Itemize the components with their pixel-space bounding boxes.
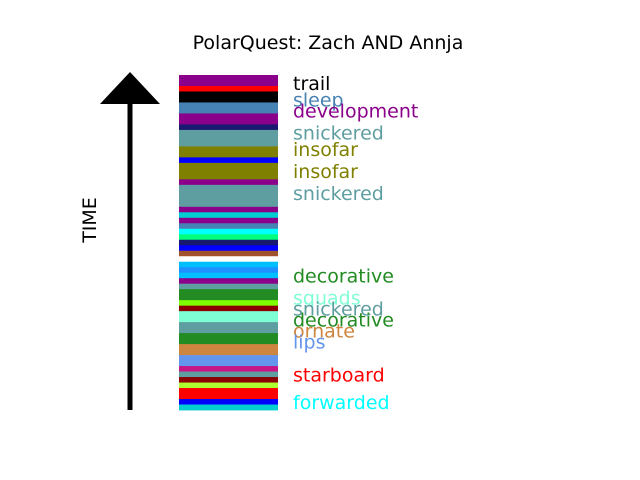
bar-segment-33 — [179, 250, 278, 257]
bar-segment-4 — [179, 91, 278, 98]
bar-segment-37 — [179, 272, 278, 279]
bar-segment-3 — [179, 85, 278, 92]
bar-segment-61 — [179, 404, 278, 411]
segment-label-4: snickered — [293, 123, 384, 145]
bar-segment-16 — [179, 157, 278, 164]
bar-segment-34 — [179, 256, 278, 263]
bar-segment-38 — [179, 278, 278, 285]
bar-segment-56 — [179, 377, 278, 383]
bar-segment-19 — [179, 173, 278, 180]
time-axis: TIME — [79, 72, 160, 410]
bar-segment-42 — [179, 300, 278, 307]
chart-title: PolarQuest: Zach AND Annja — [193, 32, 464, 54]
segment-label-3: development — [293, 101, 418, 123]
arrow-up-icon — [100, 72, 160, 104]
bar-segment-6 — [179, 102, 278, 109]
bar-segment-8 — [179, 113, 278, 120]
bar-segment-22 — [179, 190, 278, 197]
bar-segment-12 — [179, 135, 278, 142]
bar-segment-29 — [179, 228, 278, 235]
segment-label-5: insofar — [293, 139, 358, 161]
bar-segment-26 — [179, 212, 278, 219]
bar-segment-24 — [179, 201, 278, 208]
bar-segment-13 — [179, 140, 278, 147]
segment-label-15: forwarded — [293, 392, 390, 414]
bar-segment-45 — [179, 316, 278, 323]
segment-label-8: decorative — [293, 265, 394, 287]
segment-label-13: lips — [293, 331, 326, 353]
bar-segment-39 — [179, 283, 278, 290]
bar-segment-52 — [179, 355, 278, 361]
bar-segment-14 — [179, 146, 278, 153]
bar-segment-30 — [179, 234, 278, 241]
bar-segment-54 — [179, 366, 278, 372]
bar-segment-41 — [179, 294, 278, 301]
bar-segment-17 — [179, 162, 278, 169]
bar-segment-15 — [179, 151, 278, 158]
bar-segment-43 — [179, 305, 278, 312]
segment-label-7: snickered — [293, 183, 384, 205]
bar-segment-59 — [179, 393, 278, 400]
bar-segment-31 — [179, 239, 278, 246]
bar-segment-44 — [179, 311, 278, 318]
bar-segment-11 — [179, 129, 278, 136]
bar-segment-51 — [179, 349, 278, 356]
segment-label-6: insofar — [293, 161, 358, 183]
bar-segment-36 — [179, 267, 278, 274]
bar-segment-49 — [179, 338, 278, 345]
bar-segment-50 — [179, 344, 278, 350]
bar-segment-60 — [179, 399, 278, 405]
segment-label-12: ornate — [293, 320, 355, 342]
bar-segment-5 — [179, 96, 278, 103]
time-axis-label: TIME — [79, 197, 101, 244]
bar-segment-21 — [179, 184, 278, 191]
bar-segment-57 — [179, 382, 278, 389]
segment-label-2: sleep — [293, 90, 344, 112]
bar-segment-2 — [179, 80, 278, 87]
bar-segment-46 — [179, 322, 278, 329]
bar-segment-23 — [179, 195, 278, 202]
bar-segment-47 — [179, 327, 278, 334]
bar-segment-1 — [179, 75, 278, 81]
bar-segment-35 — [179, 261, 278, 268]
bar-segment-32 — [179, 245, 278, 252]
stacked-bar — [179, 75, 278, 411]
segment-label-11: decorative — [293, 309, 394, 331]
segment-labels: trailsleepdevelopmentsnickeredinsofarins… — [293, 73, 418, 414]
bar-segment-53 — [179, 360, 278, 367]
bar-segment-27 — [179, 217, 278, 224]
bar-segment-18 — [179, 168, 278, 175]
bar-segment-40 — [179, 289, 278, 296]
bar-segment-25 — [179, 206, 278, 213]
segment-label-1: trail — [293, 73, 330, 95]
segment-label-9: squads — [293, 287, 361, 309]
bar-segment-55 — [179, 371, 278, 378]
segment-label-14: starboard — [293, 364, 385, 386]
bar-segment-10 — [179, 124, 278, 131]
bar-segment-48 — [179, 333, 278, 339]
bar-segment-58 — [179, 388, 278, 394]
bar-segment-7 — [179, 107, 278, 114]
bar-segment-20 — [179, 179, 278, 186]
bar-segment-9 — [179, 118, 278, 125]
segment-label-10: snickered — [293, 298, 384, 320]
bar-segment-28 — [179, 223, 278, 230]
